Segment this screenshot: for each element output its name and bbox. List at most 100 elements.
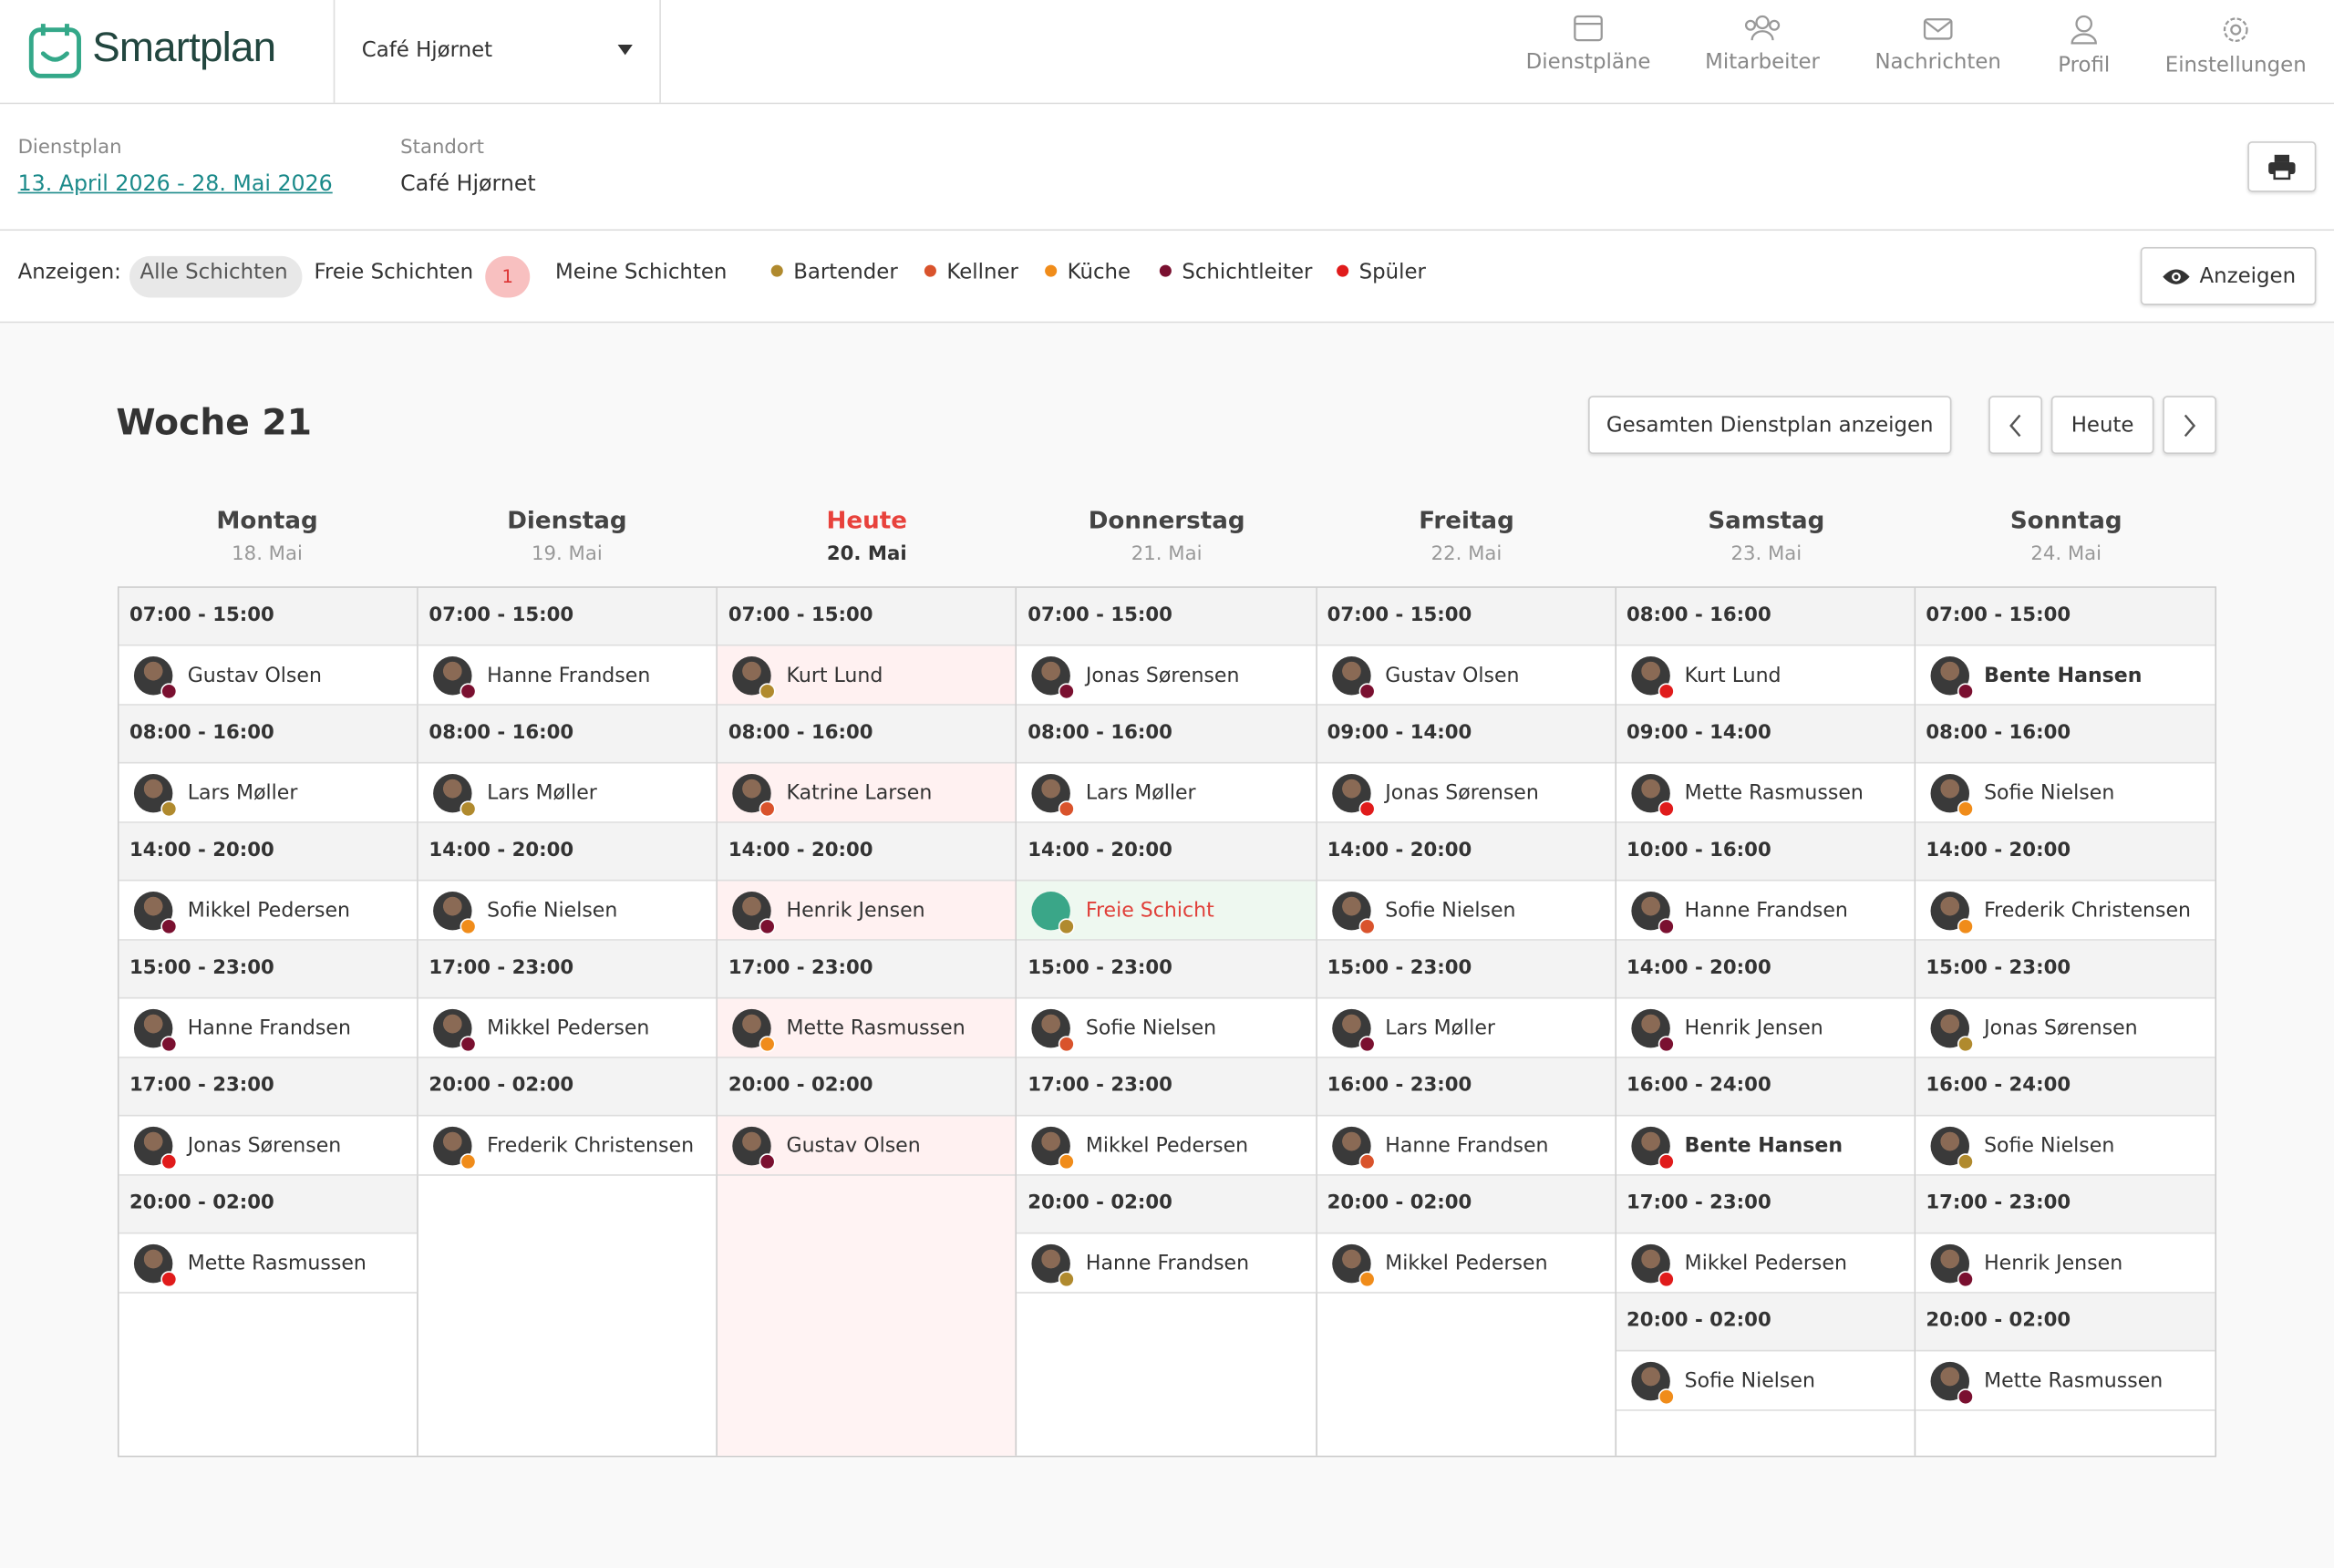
shift-time: 15:00 - 23:00 xyxy=(1017,940,1316,999)
employee-name: Mette Rasmussen xyxy=(1684,780,1864,805)
shift-time: 14:00 - 20:00 xyxy=(119,822,418,882)
shift-row[interactable]: Sofie Nielsen xyxy=(1017,998,1316,1058)
nav-label: Dienstpläne xyxy=(1525,50,1651,75)
nav-label: Einstellungen xyxy=(2164,53,2307,77)
shift-row[interactable]: Mette Rasmussen xyxy=(718,998,1017,1058)
shift-row[interactable]: Sofie Nielsen xyxy=(1616,1351,1915,1411)
day-name: Heute xyxy=(826,506,907,535)
shift-time: 15:00 - 23:00 xyxy=(1915,940,2215,999)
shift-row[interactable]: Jonas Sørensen xyxy=(1017,645,1316,706)
shift-row[interactable]: Mette Rasmussen xyxy=(1915,1351,2215,1411)
nav-item[interactable]: Dienstpläne xyxy=(1522,15,1656,75)
nav-item[interactable]: Profil xyxy=(2045,15,2122,77)
filter-tab[interactable]: Freie Schichten xyxy=(314,260,474,284)
role-dot xyxy=(160,1035,178,1052)
role-legend-item: Schichtleiter xyxy=(1159,261,1312,284)
avatar xyxy=(1331,1243,1375,1287)
plan-range-link[interactable]: 13. April 2026 - 28. Mai 2026 xyxy=(17,172,333,197)
shift-row[interactable]: Frederik Christensen xyxy=(1915,881,2215,941)
shift-row[interactable]: Mikkel Pedersen xyxy=(1317,1233,1615,1294)
today-button[interactable]: Heute xyxy=(2050,396,2154,454)
shift-row[interactable]: Kurt Lund xyxy=(718,645,1017,706)
avatar xyxy=(1630,655,1675,699)
nav-item[interactable]: Nachrichten xyxy=(1870,15,2007,75)
avatar xyxy=(732,891,777,934)
filter-tab[interactable]: Alle Schichten xyxy=(139,260,288,284)
employee-name: Sofie Nielsen xyxy=(1085,1016,1217,1040)
role-dot xyxy=(1358,917,1375,934)
shift-row[interactable]: Sofie Nielsen xyxy=(1317,881,1615,941)
shift-row[interactable]: Jonas Sørensen xyxy=(119,1116,418,1176)
shift-row[interactable]: Hanne Frandsen xyxy=(1017,1233,1316,1294)
shift-row[interactable]: Hanne Frandsen xyxy=(1317,1116,1615,1176)
avatar xyxy=(133,1126,178,1170)
full-plan-button[interactable]: Gesamten Dienstplan anzeigen xyxy=(1588,396,1952,454)
shift-row[interactable]: Lars Møller xyxy=(1317,998,1615,1058)
print-button[interactable] xyxy=(2247,141,2317,192)
shift-time: 20:00 - 02:00 xyxy=(119,1175,418,1234)
avatar xyxy=(1930,773,1974,817)
shift-row[interactable]: Henrik Jensen xyxy=(1915,1233,2215,1294)
shift-time: 17:00 - 23:00 xyxy=(418,940,717,999)
shift-time: 14:00 - 20:00 xyxy=(418,822,717,882)
shift-row[interactable]: Freie Schicht xyxy=(1017,881,1316,941)
shift-row[interactable]: Jonas Sørensen xyxy=(1317,763,1615,823)
role-dot xyxy=(759,1152,777,1170)
shift-row[interactable]: Lars Møller xyxy=(1017,763,1316,823)
employee-name: Hanne Frandsen xyxy=(1085,1251,1250,1275)
employee-name: Lars Møller xyxy=(1085,780,1196,805)
shift-row[interactable]: Kurt Lund xyxy=(1616,645,1915,706)
shift-time: 20:00 - 02:00 xyxy=(418,1057,717,1117)
avatar xyxy=(133,1008,178,1052)
nav-item[interactable]: Mitarbeiter xyxy=(1697,15,1828,75)
shift-row[interactable]: Lars Møller xyxy=(119,763,418,823)
prev-week-button[interactable] xyxy=(1988,396,2042,454)
day-column: 07:00 - 15:00 Gustav Olsen 08:00 - 16:00 La… xyxy=(119,587,419,1456)
role-dot xyxy=(1059,1035,1076,1052)
shift-row[interactable]: Henrik Jensen xyxy=(718,881,1017,941)
shift-row[interactable]: Mette Rasmussen xyxy=(1616,763,1915,823)
shift-row[interactable]: Mette Rasmussen xyxy=(119,1233,418,1294)
shift-row[interactable]: Hanne Frandsen xyxy=(1616,881,1915,941)
shift-row[interactable]: Gustav Olsen xyxy=(718,1116,1017,1176)
shift-time: 17:00 - 23:00 xyxy=(1915,1175,2215,1234)
shift-row[interactable]: Gustav Olsen xyxy=(119,645,418,706)
shift-row[interactable]: Mikkel Pedersen xyxy=(1017,1116,1316,1176)
shift-row[interactable]: Gustav Olsen xyxy=(1317,645,1615,706)
shift-row[interactable]: Sofie Nielsen xyxy=(418,881,717,941)
shift-row[interactable]: Jonas Sørensen xyxy=(1915,998,2215,1058)
avatar xyxy=(732,773,777,817)
shift-row[interactable]: Mikkel Pedersen xyxy=(119,881,418,941)
shift-row[interactable]: Katrine Larsen xyxy=(718,763,1017,823)
location-select[interactable]: Café Hjørnet xyxy=(333,0,661,103)
employee-name: Lars Møller xyxy=(187,780,298,805)
shift-row[interactable]: Hanne Frandsen xyxy=(119,998,418,1058)
employee-name: Mette Rasmussen xyxy=(187,1251,367,1275)
shift-row[interactable]: Mikkel Pedersen xyxy=(1616,1233,1915,1294)
employee-name: Lars Møller xyxy=(487,780,597,805)
shift-row[interactable]: Mikkel Pedersen xyxy=(418,998,717,1058)
shift-row[interactable]: Henrik Jensen xyxy=(1616,998,1915,1058)
shift-row[interactable]: Sofie Nielsen xyxy=(1915,763,2215,823)
role-dot xyxy=(759,1035,777,1052)
shift-row[interactable]: Bente Hansen xyxy=(1616,1116,1915,1176)
filter-tab[interactable]: Meine Schichten xyxy=(554,260,728,284)
role-dot xyxy=(1059,682,1076,699)
show-button[interactable]: Anzeigen xyxy=(2140,247,2317,305)
shift-row[interactable]: Sofie Nielsen xyxy=(1915,1116,2215,1176)
caret xyxy=(617,44,633,56)
shift-time: 20:00 - 02:00 xyxy=(1317,1175,1615,1234)
shift-time: 08:00 - 16:00 xyxy=(418,705,717,764)
employee-name: Hanne Frandsen xyxy=(187,1016,351,1040)
role-dot xyxy=(759,917,777,934)
shift-row[interactable]: Hanne Frandsen xyxy=(418,645,717,706)
shift-time: 15:00 - 23:00 xyxy=(1317,940,1615,999)
shift-row[interactable]: Lars Møller xyxy=(418,763,717,823)
shift-row[interactable]: Bente Hansen xyxy=(1915,645,2215,706)
day-name: Dienstag xyxy=(507,506,627,535)
shift-row[interactable]: Frederik Christensen xyxy=(418,1116,717,1176)
next-week-button[interactable] xyxy=(2163,396,2217,454)
nav-item[interactable]: Einstellungen xyxy=(2158,15,2313,77)
avatar xyxy=(1032,1243,1076,1287)
